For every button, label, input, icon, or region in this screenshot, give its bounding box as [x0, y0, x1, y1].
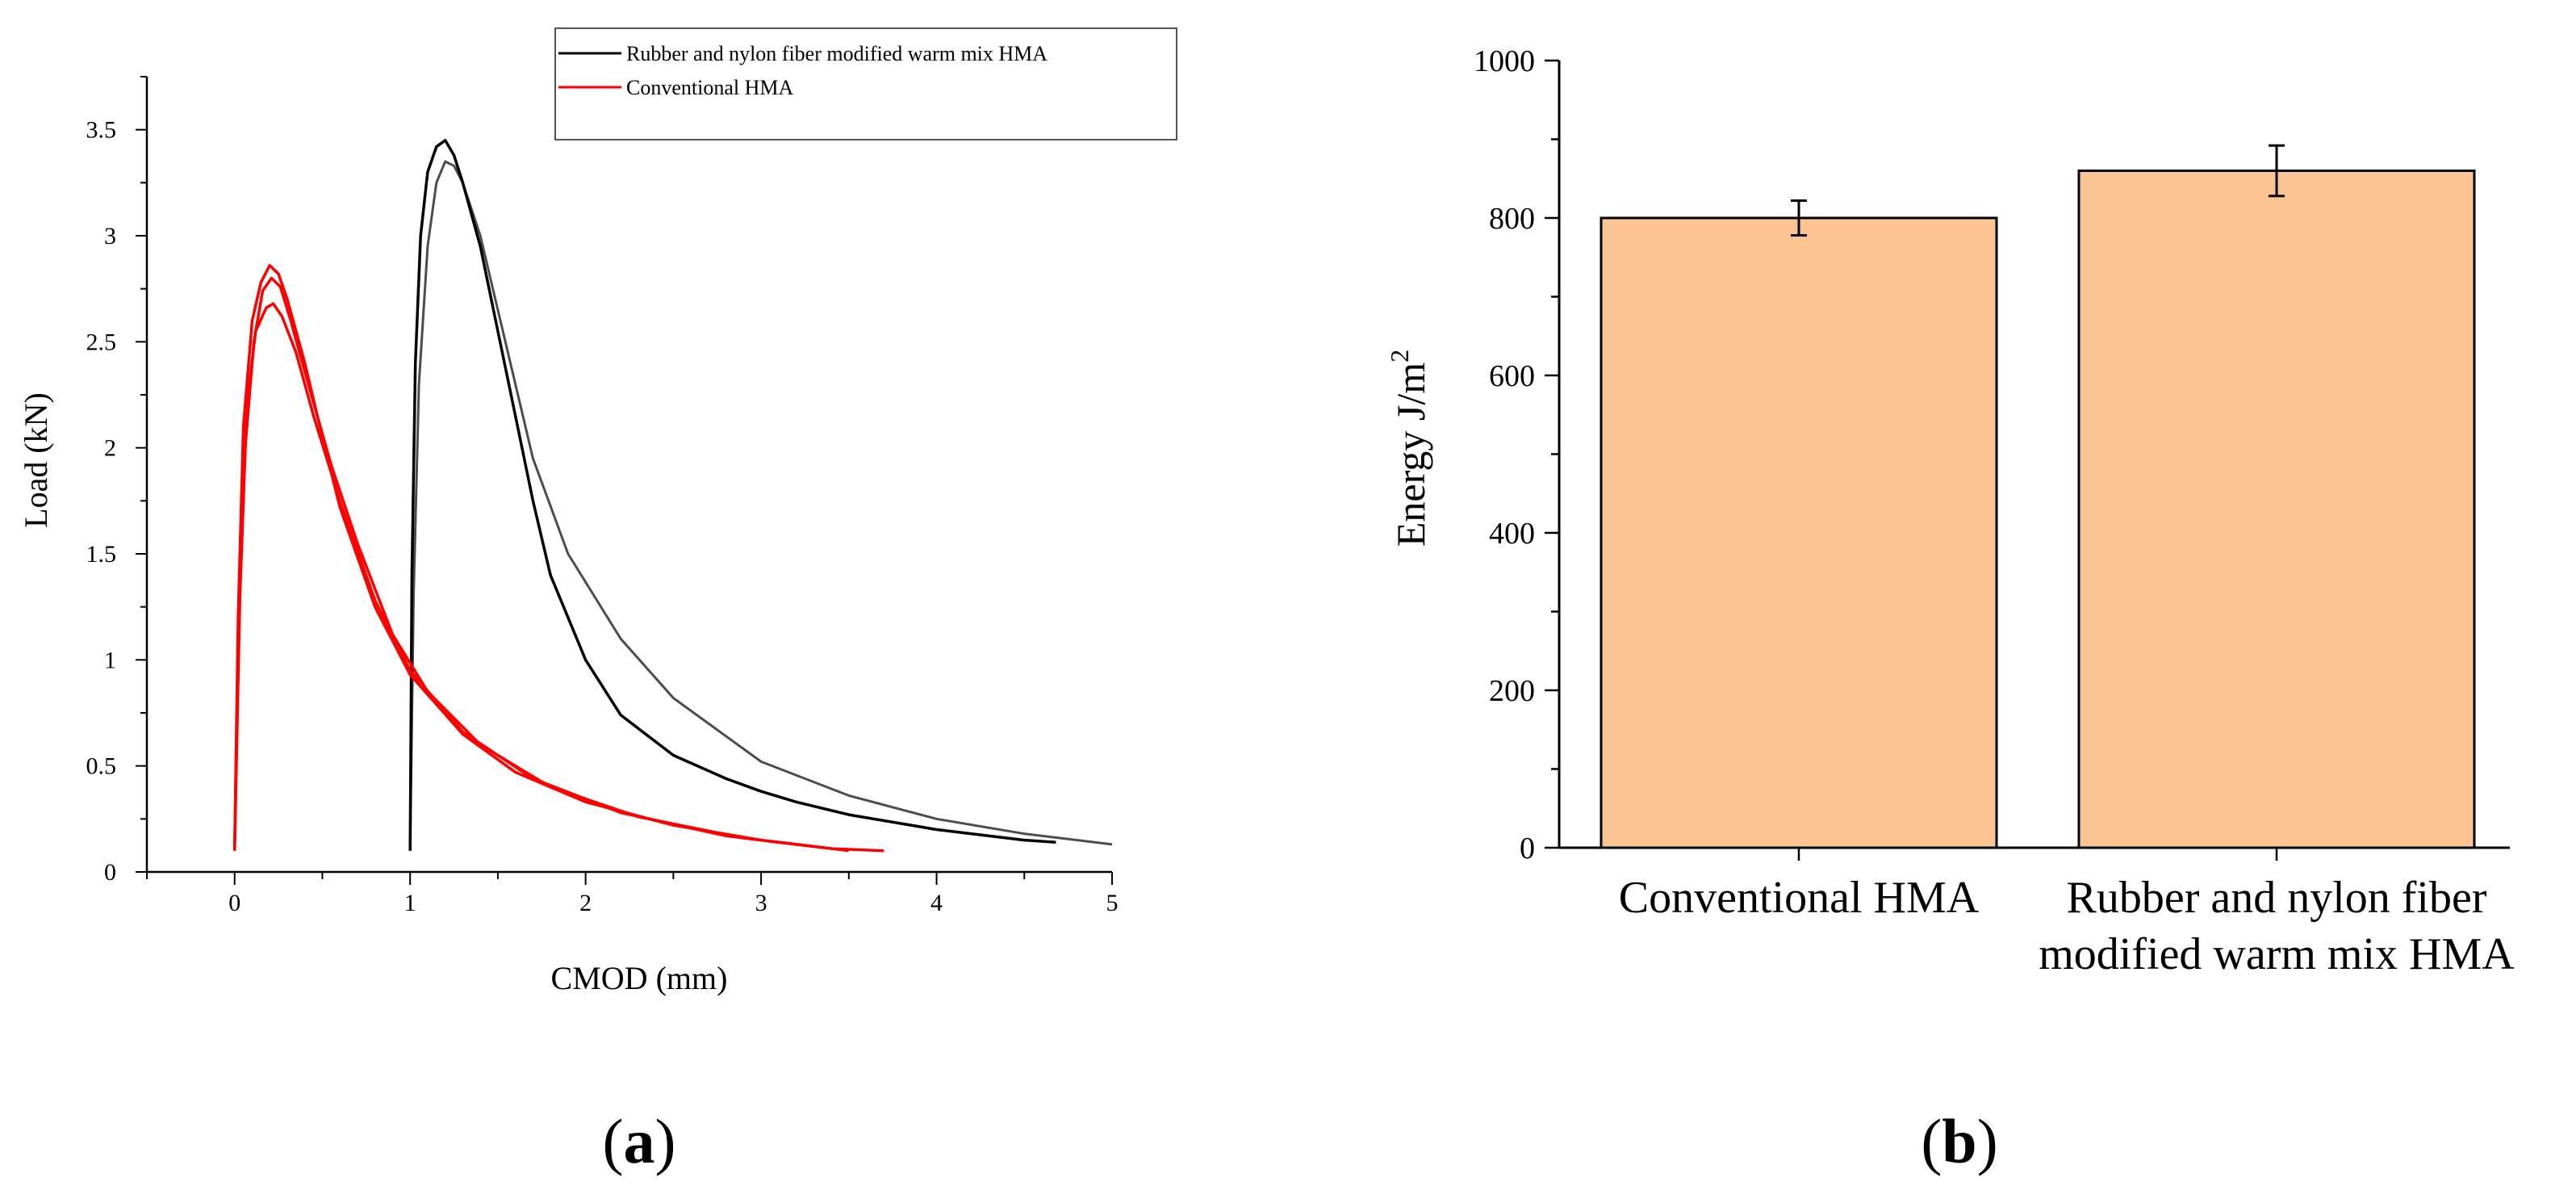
panel-b-y-tick-label: 0	[1520, 832, 1535, 865]
panel-a-series-rubber-nylon	[408, 139, 1113, 851]
panel-a-legend-label-conventional: Conventional HMA	[626, 76, 793, 99]
panel-a-legend: Rubber and nylon fiber modified warm mix…	[554, 27, 1177, 140]
panel-b-bar	[2077, 170, 2476, 849]
panel-a-y-tick-label: 3	[104, 223, 116, 249]
panel-b-bar-chart: 0 200 400 600 800 1000 Energy J/m2 Convention…	[1385, 44, 2515, 1176]
panel-a-series-line	[408, 139, 1056, 851]
panel-a-y-tick-label: 2	[104, 435, 116, 462]
panel-a-y-tick-label: 0	[104, 859, 116, 886]
panel-a-series-line	[232, 276, 850, 853]
panel-a-x-tick-label: 4	[930, 890, 943, 916]
panel-a-line-chart: 0 1 2 3 4 5 0 0.5 1 1.5 2 2.5 3 3.5 Load (kN) CMOD (m…	[18, 27, 1177, 1176]
panel-a-series-line	[232, 264, 884, 853]
panel-a-caption-letter: a	[624, 1106, 655, 1176]
panel-b-category-label: Conventional HMA	[1619, 873, 1980, 923]
panel-a-axes	[145, 77, 1112, 874]
panel-a-y-tick-label: 0.5	[86, 753, 117, 780]
panel-b-y-axis-label-superscript: 2	[1385, 350, 1414, 363]
panel-a-x-tick-label: 0	[228, 890, 240, 916]
panel-b-y-tick-label: 1000	[1474, 44, 1535, 78]
panel-a-legend-box	[554, 27, 1177, 140]
panel-a-x-tick-label: 1	[404, 890, 416, 916]
panel-b-category-label: Rubber and nylon fiber	[2067, 873, 2487, 923]
panel-b-category-label: modified warm mix HMA	[2039, 929, 2515, 979]
panel-a-series-conventional	[232, 264, 884, 853]
panel-a-x-tick-label: 2	[579, 890, 592, 916]
panel-a-y-tick-label: 2.5	[86, 329, 117, 355]
panel-b-y-tick-label: 200	[1489, 674, 1535, 708]
panel-b-y-axis-label: Energy J/m2	[1385, 350, 1433, 547]
panel-a-series-line	[408, 160, 1113, 851]
panel-b-bars	[1600, 144, 2476, 849]
panel-a-series	[232, 139, 1113, 853]
panel-a-y-tick-label: 1.5	[86, 541, 117, 568]
panel-b-y-tick-label: 800	[1489, 202, 1535, 236]
panel-b-y-axis-label-text: Energy J/m	[1388, 363, 1433, 547]
panel-a-ticks: 0 1 2 3 4 5 0 0.5 1 1.5 2 2.5 3 3.5	[86, 76, 1119, 916]
panel-b-ticks: 0 200 400 600 800 1000	[1474, 44, 2278, 865]
panel-a-x-axis-label: CMOD (mm)	[551, 960, 728, 996]
panel-b-category-labels: Conventional HMA Rubber and nylon fiber mo…	[1619, 873, 2515, 979]
panel-a-y-axis-label: Load (kN)	[18, 392, 54, 528]
panel-b-y-tick-label: 600	[1489, 359, 1535, 393]
panel-b-bar	[1600, 216, 1998, 849]
panel-a-x-tick-label: 3	[755, 890, 767, 916]
panel-a-legend-label-rubber: Rubber and nylon fiber modified warm mix…	[626, 42, 1048, 65]
panel-a-series-line	[232, 302, 814, 851]
panel-a-caption: (a)	[603, 1106, 676, 1176]
panel-a-y-tick-label: 3.5	[86, 117, 117, 144]
panel-a-y-tick-label: 1	[104, 647, 116, 673]
panel-b-caption-letter: b	[1942, 1106, 1976, 1176]
panel-b-y-tick-label: 400	[1489, 517, 1535, 551]
panel-a-x-tick-label: 5	[1106, 890, 1119, 916]
panel-b-caption: (b)	[1921, 1106, 1997, 1176]
